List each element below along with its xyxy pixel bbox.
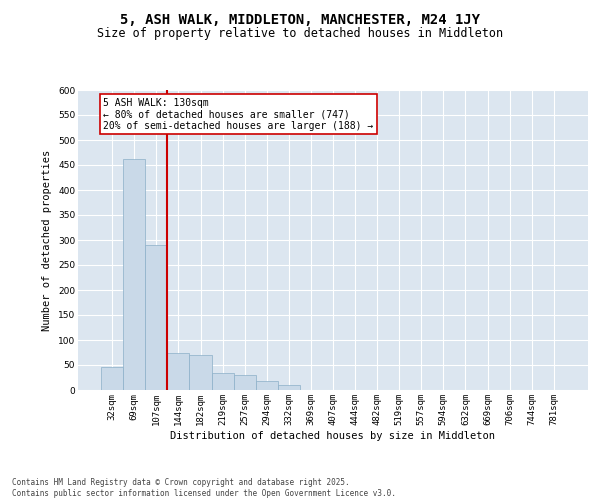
Bar: [256, 381, 278, 390]
Bar: [278, 385, 300, 390]
X-axis label: Distribution of detached houses by size in Middleton: Distribution of detached houses by size …: [170, 430, 496, 440]
Bar: [233, 375, 256, 390]
Bar: [212, 372, 233, 390]
Bar: [190, 355, 212, 390]
Text: 5, ASH WALK, MIDDLETON, MANCHESTER, M24 1JY: 5, ASH WALK, MIDDLETON, MANCHESTER, M24 …: [120, 12, 480, 26]
Bar: [167, 352, 190, 390]
Text: 5 ASH WALK: 130sqm
← 80% of detached houses are smaller (747)
20% of semi-detach: 5 ASH WALK: 130sqm ← 80% of detached hou…: [103, 98, 374, 130]
Bar: [145, 245, 167, 390]
Text: Size of property relative to detached houses in Middleton: Size of property relative to detached ho…: [97, 28, 503, 40]
Bar: [123, 159, 145, 390]
Bar: [101, 366, 123, 390]
Text: Contains HM Land Registry data © Crown copyright and database right 2025.
Contai: Contains HM Land Registry data © Crown c…: [12, 478, 396, 498]
Y-axis label: Number of detached properties: Number of detached properties: [43, 150, 52, 330]
